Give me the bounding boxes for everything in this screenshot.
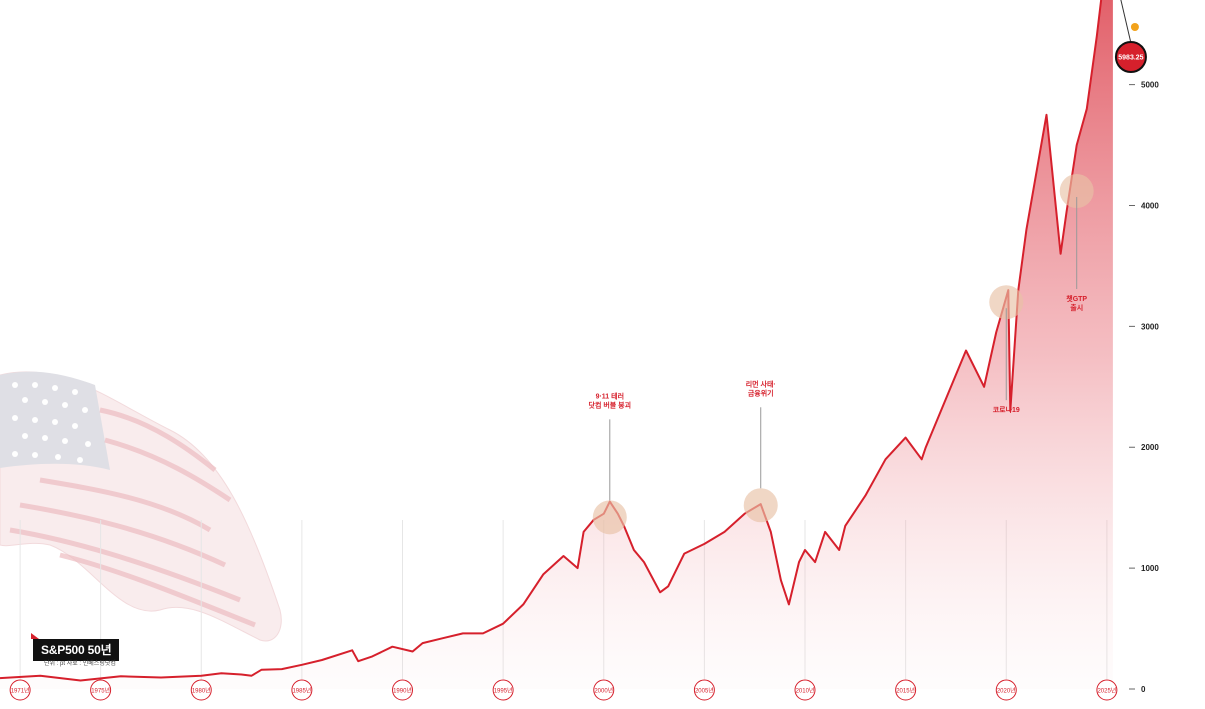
x-tick-2020: 2020년 — [995, 679, 1017, 701]
x-tick-circle — [693, 679, 715, 701]
x-tick-label: 2000년 — [594, 687, 613, 695]
end-value-badge: 5983.25 — [1114, 0, 1147, 73]
y-tick-label: 2000 — [1141, 443, 1159, 452]
annotation-marker — [592, 500, 627, 535]
x-tick-1980: 1980년 — [190, 679, 212, 701]
annotation-2: 리먼 사태·금융위기 — [743, 379, 778, 523]
x-tick-2010: 2010년 — [794, 679, 816, 701]
series-area-fill — [0, 0, 1113, 689]
x-tick-2025: 2025년 — [1096, 679, 1118, 701]
x-tick-label: 1990년 — [393, 687, 412, 695]
chart-area-layer — [0, 0, 1113, 689]
x-tick-circle — [794, 679, 816, 701]
x-tick-label: 1985년 — [292, 687, 311, 695]
x-tick-circle — [895, 679, 917, 701]
x-tick-label: 2005년 — [695, 687, 714, 695]
y-tick-label: 5000 — [1141, 81, 1159, 90]
y-tick-label: 4000 — [1141, 201, 1159, 210]
x-tick-circle — [1096, 679, 1118, 701]
end-badge-circle — [1114, 41, 1147, 73]
x-axis-ticks: 1971년 1975년 1980년 1985년 1990년 1995년 2000년 2005년… — [9, 679, 1118, 701]
x-tick-label: 1980년 — [192, 687, 211, 695]
annotation-marker — [989, 285, 1024, 320]
annotation-label: 리먼 사태· — [746, 379, 776, 388]
chart-source-note: 단위 : pt 자료 : 인베스팅닷컴 — [44, 661, 116, 667]
x-tick-label: 2025년 — [1097, 687, 1116, 695]
x-tick-label: 1971년 — [11, 687, 30, 695]
x-tick-circle — [190, 679, 212, 701]
x-tick-1990: 1990년 — [392, 679, 414, 701]
chart-title: S&P500 50년 — [30, 633, 120, 661]
x-tick-2000: 2000년 — [593, 679, 615, 701]
y-tick-label: 0 — [1141, 685, 1146, 694]
annotation-3: 코로나19 — [989, 285, 1024, 414]
x-tick-1995: 1995년 — [492, 679, 514, 701]
annotation-label: 챗GTP — [1066, 294, 1087, 303]
annotation-marker — [1059, 173, 1094, 208]
x-tick-circle — [995, 679, 1017, 701]
x-tick-label: 1975년 — [91, 687, 110, 695]
x-tick-circle — [593, 679, 615, 701]
series-line — [0, 0, 1103, 682]
annotation-marker — [743, 488, 778, 523]
y-tick-label: 3000 — [1141, 322, 1159, 331]
x-tick-label: 2020년 — [997, 687, 1016, 695]
annotation-label: 출시 — [1070, 303, 1083, 312]
end-badge-label: 5983.25 — [1118, 55, 1143, 62]
y-tick-label: 1000 — [1141, 564, 1159, 573]
x-tick-label: 2010년 — [796, 687, 815, 695]
annotation-label: 금융위기 — [748, 388, 774, 397]
x-tick-label: 2015년 — [896, 687, 915, 695]
flag-stars — [12, 382, 91, 463]
x-tick-2005: 2005년 — [693, 679, 715, 701]
y-axis-ticks: 0 1000 2000 3000 4000 5000 — [1129, 81, 1159, 694]
x-tick-2015: 2015년 — [895, 679, 917, 701]
annotation-label: 9·11 테러 — [596, 391, 624, 400]
annotation-label: 닷컴 버블 붕괴 — [589, 400, 632, 409]
x-tick-circle — [9, 679, 31, 701]
spark-icon — [1130, 23, 1139, 31]
us-flag-decoration — [0, 371, 282, 642]
x-tick-1975: 1975년 — [90, 679, 112, 701]
x-tick-circle — [492, 679, 514, 701]
x-tick-circle — [392, 679, 414, 701]
x-tick-circle — [90, 679, 112, 701]
badge-fuse — [1120, 0, 1132, 44]
x-tick-circle — [291, 679, 313, 701]
x-tick-1971: 1971년 — [9, 679, 31, 701]
x-tick-label: 1995년 — [494, 687, 513, 695]
annotation-label: 코로나19 — [993, 405, 1020, 414]
x-tick-1985: 1985년 — [291, 679, 313, 701]
